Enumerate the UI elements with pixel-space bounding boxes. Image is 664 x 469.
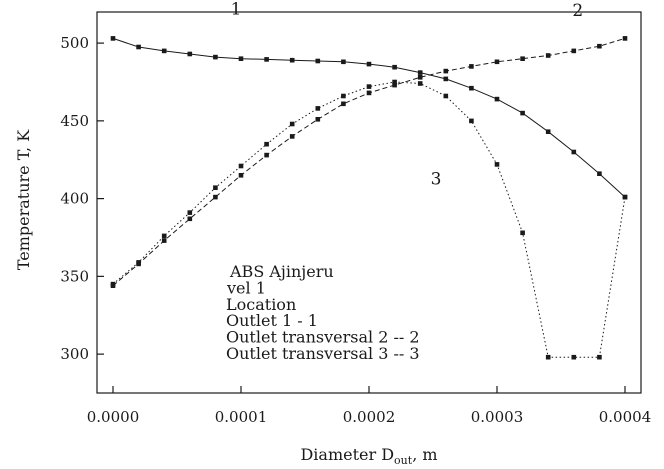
x-axis-label-sub: out bbox=[394, 454, 413, 467]
series-1-point bbox=[469, 85, 474, 91]
x-tick-label: 0.0003 bbox=[471, 408, 524, 426]
series-3-point bbox=[494, 162, 500, 167]
x-tick-label: 0.0000 bbox=[87, 408, 140, 426]
series-1-point bbox=[520, 110, 525, 116]
series-1-point bbox=[443, 76, 449, 82]
series-2-point bbox=[443, 68, 449, 74]
series-1-point bbox=[571, 149, 577, 155]
series-2-point bbox=[366, 90, 372, 96]
series-1-point bbox=[417, 70, 423, 75]
legend-line: Location bbox=[226, 295, 296, 314]
series-1-point bbox=[392, 64, 397, 70]
series-1-point bbox=[341, 59, 346, 65]
series-2-point bbox=[520, 56, 525, 61]
legend-line: vel 1 bbox=[226, 278, 266, 297]
x-axis-label: Diameter Dout, m bbox=[300, 445, 437, 467]
series-1-point bbox=[187, 51, 193, 57]
series-2-point bbox=[213, 194, 218, 200]
x-axis-label-unit: , m bbox=[412, 445, 437, 464]
series-2-point bbox=[469, 64, 474, 69]
x-axis-tick-labels: 0.0000 0.0001 0.0002 0.0003 0.0004 bbox=[87, 408, 652, 426]
series-2-point bbox=[545, 53, 551, 58]
y-tick-label: 400 bbox=[60, 190, 89, 208]
series-3-point bbox=[597, 354, 602, 360]
legend-line: ABS Ajinjeru bbox=[229, 262, 334, 281]
curve-labels: 1 2 3 bbox=[231, 0, 584, 189]
series-3-point bbox=[417, 81, 423, 86]
series-1-point bbox=[213, 54, 218, 60]
series-1-point bbox=[264, 57, 269, 62]
series-3-point bbox=[366, 84, 372, 89]
series-2-point bbox=[238, 173, 244, 178]
series-3-point bbox=[341, 93, 346, 99]
curve-label-3: 3 bbox=[431, 169, 442, 189]
curve-label-2: 2 bbox=[572, 1, 583, 21]
series-2-point bbox=[187, 216, 193, 222]
series-2-point bbox=[417, 75, 423, 80]
series-1-point bbox=[315, 58, 321, 64]
series-line-3 bbox=[112, 81, 626, 358]
series-3-point bbox=[520, 230, 525, 236]
y-axis-tick-labels: 300 350 400 450 500 bbox=[60, 34, 89, 363]
series-3-point bbox=[264, 141, 269, 147]
series-2-point bbox=[571, 48, 577, 54]
series-3-point bbox=[315, 106, 321, 111]
legend-line: Outlet transversal 2 -- 2 bbox=[226, 328, 420, 347]
series-3-point bbox=[622, 194, 628, 200]
series-1-point bbox=[366, 61, 372, 67]
x-tick-label: 0.0004 bbox=[599, 408, 652, 426]
series-1-point bbox=[494, 96, 500, 102]
series-1-point bbox=[136, 44, 141, 50]
y-axis-label: Temperature T, K bbox=[14, 129, 33, 270]
series-line-2 bbox=[112, 37, 626, 287]
legend-line: Outlet transversal 3 -- 3 bbox=[226, 344, 420, 363]
series-1-point bbox=[597, 171, 602, 176]
series-2-point bbox=[597, 43, 602, 49]
y-tick-label: 300 bbox=[60, 345, 89, 363]
legend-line: Outlet 1 - 1 bbox=[226, 311, 318, 330]
marker-layer bbox=[110, 36, 628, 360]
series-3-point bbox=[187, 210, 193, 215]
series-3-point bbox=[545, 354, 551, 360]
series-2-point bbox=[315, 117, 321, 122]
series-3-point bbox=[136, 260, 141, 265]
series-2-point bbox=[494, 59, 500, 65]
series-2-point bbox=[264, 152, 269, 158]
series-3-point bbox=[469, 118, 474, 124]
y-tick-label: 350 bbox=[60, 267, 89, 285]
series-1-point bbox=[545, 129, 551, 134]
series-1-point bbox=[110, 36, 116, 41]
curve-label-1: 1 bbox=[231, 0, 242, 20]
x-axis-ticks bbox=[112, 386, 626, 393]
series-2-point bbox=[622, 36, 628, 41]
series-3-point bbox=[110, 281, 116, 287]
x-tick-label: 0.0001 bbox=[215, 408, 268, 426]
series-3-point bbox=[161, 233, 167, 239]
series-2-point bbox=[392, 82, 397, 88]
series-3-point bbox=[213, 185, 218, 190]
y-tick-label: 450 bbox=[60, 112, 89, 130]
y-axis-ticks bbox=[97, 42, 104, 355]
series-3-point bbox=[238, 163, 244, 169]
series-3-point bbox=[392, 79, 397, 85]
series-2-point bbox=[289, 134, 295, 139]
series-3-point bbox=[443, 93, 449, 99]
series-1-point bbox=[289, 57, 295, 63]
series-3-point bbox=[571, 354, 577, 360]
series-2-point bbox=[161, 238, 167, 243]
series-1-point bbox=[238, 56, 244, 61]
series-3-point bbox=[289, 121, 295, 127]
x-tick-label: 0.0002 bbox=[343, 408, 396, 426]
series-1-point bbox=[161, 48, 167, 54]
series-2-point bbox=[341, 101, 346, 107]
y-tick-label: 500 bbox=[60, 34, 89, 52]
x-axis-label-main: Diameter D bbox=[300, 445, 394, 464]
